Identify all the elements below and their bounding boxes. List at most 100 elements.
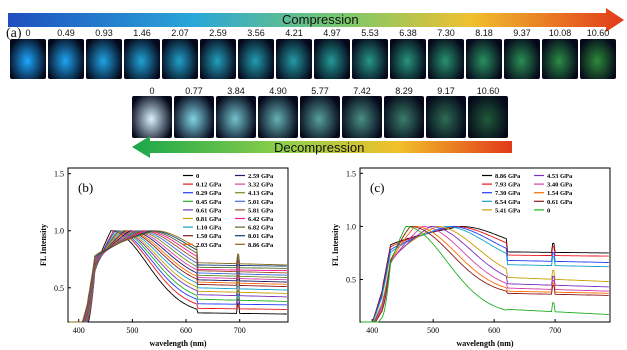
pressure-label: 7.30 [437, 28, 455, 38]
legend-label: 4.53 GPa [547, 173, 573, 180]
fluorescence-image [124, 39, 160, 79]
fluorescence-image [428, 39, 464, 79]
pressure-label: 8.18 [475, 28, 493, 38]
fluorescence-image [48, 39, 84, 79]
x-tick-label: 700 [234, 326, 246, 335]
fluorescence-image [352, 39, 388, 79]
legend-label: 8.01 GPa [248, 233, 274, 240]
legend-label: 1.54 GPa [547, 190, 573, 197]
y-tick-label: 0.5 [346, 276, 356, 285]
series-line [361, 225, 609, 323]
fluorescence-image [542, 39, 578, 79]
pressure-label: 0 [25, 28, 31, 38]
x-tick-label: 600 [488, 326, 500, 335]
plot-frame [359, 167, 611, 323]
legend-label: 0.61 GPa [547, 199, 573, 206]
pressure-label: 4.97 [323, 28, 341, 38]
series-line [69, 230, 287, 323]
y-tick-label: 1.5 [346, 169, 356, 178]
pressure-label: 4.90 [269, 86, 287, 96]
panel-letter: (c) [370, 180, 384, 195]
pressure-label: 8.29 [395, 86, 413, 96]
legend-label: 1.10 GPa [196, 225, 222, 232]
series-line [69, 230, 287, 323]
decompression-label: Decompression [274, 140, 365, 155]
legend-label: 5.81 GPa [248, 207, 274, 214]
y-axis-label: FL Intensity [39, 224, 48, 266]
x-tick-label: 400 [366, 326, 378, 335]
fluorescence-image [426, 96, 466, 138]
pressure-label: 3.84 [227, 86, 245, 96]
fluorescence-image [384, 96, 424, 138]
legend-label: 5.41 GPa [495, 207, 521, 214]
x-axis-label: wavelength (nm) [149, 339, 206, 348]
pressure-label: 6.38 [399, 28, 417, 38]
pressure-label: 0.77 [185, 86, 203, 96]
series-line [361, 225, 609, 323]
series-line [361, 225, 609, 323]
decompression-arrow [132, 136, 512, 158]
pressure-label: 9.17 [437, 86, 455, 96]
legend-label: 2.03 GPa [196, 242, 222, 249]
x-tick-label: 500 [427, 326, 439, 335]
legend-label: 6.82 GPa [248, 225, 274, 232]
pressure-label: 3.56 [247, 28, 265, 38]
legend-label: 0.45 GPa [196, 199, 222, 206]
legend-label: 0 [196, 173, 199, 180]
fluorescence-image [466, 39, 502, 79]
fluorescence-image [200, 39, 236, 79]
legend-label: 3.32 GPa [248, 182, 274, 189]
plot-frame [67, 167, 289, 323]
legend-label: 0 [547, 207, 550, 214]
y-axis-label: FL Intensity [331, 224, 340, 266]
panel-a-letter: (a) [6, 26, 22, 41]
pressure-label: 2.59 [209, 28, 227, 38]
series-line [361, 225, 609, 323]
fluorescence-image [238, 39, 274, 79]
x-tick-label: 500 [126, 326, 138, 335]
y-tick-label: 1.0 [54, 227, 64, 236]
fluorescence-image [580, 39, 616, 79]
fluorescence-image [258, 96, 298, 138]
fluorescence-image [504, 39, 540, 79]
pressure-label: 0 [149, 86, 155, 96]
y-tick-label: 0.5 [54, 284, 64, 293]
series-line [69, 230, 287, 323]
fluorescence-image [390, 39, 426, 79]
series-line [361, 225, 609, 323]
legend-label: 8.86 GPa [248, 242, 274, 249]
series-line [361, 225, 609, 323]
pressure-label: 1.46 [133, 28, 151, 38]
series-line [69, 230, 287, 323]
legend-label: 6.54 GPa [495, 199, 521, 206]
fluorescence-image [174, 96, 214, 138]
series-line [361, 225, 609, 323]
legend-label: 0.12 GPa [196, 182, 222, 189]
fluorescence-image [468, 96, 508, 138]
chart-c: 400 500 600 700 0.5 1.0 1.5 wavelength (nm) FL I… [331, 167, 611, 348]
x-tick-label: 700 [549, 326, 561, 335]
x-tick-label: 600 [180, 326, 192, 335]
pressure-label: 4.21 [285, 28, 303, 38]
legend-label: 8.86 GPa [495, 173, 521, 180]
pressure-label: 10.08 [548, 28, 572, 38]
chart-b: 400 500 600 700 0.5 1.0 1.5 wavelength (nm) FL I… [39, 167, 289, 348]
y-tick-label: 1.5 [54, 170, 64, 179]
series-line [361, 225, 609, 323]
fluorescence-image [86, 39, 122, 79]
pressure-label: 0.93 [95, 28, 113, 38]
compression-label: Compression [282, 12, 359, 27]
legend-label: 7.93 GPa [495, 182, 521, 189]
pressure-label: 5.53 [361, 28, 379, 38]
fluorescence-image [342, 96, 382, 138]
pressure-label: 10.60 [476, 86, 500, 96]
legend-label: 1.50 GPa [196, 233, 222, 240]
compression-arrow [8, 8, 624, 32]
fluorescence-image [10, 39, 46, 79]
legend-label: 3.40 GPa [547, 182, 573, 189]
fluorescence-image [314, 39, 350, 79]
legend-label: 0.29 GPa [196, 190, 222, 197]
pressure-label: 7.42 [353, 86, 371, 96]
legend-label: 5.01 GPa [248, 199, 274, 206]
fluorescence-image [162, 39, 198, 79]
